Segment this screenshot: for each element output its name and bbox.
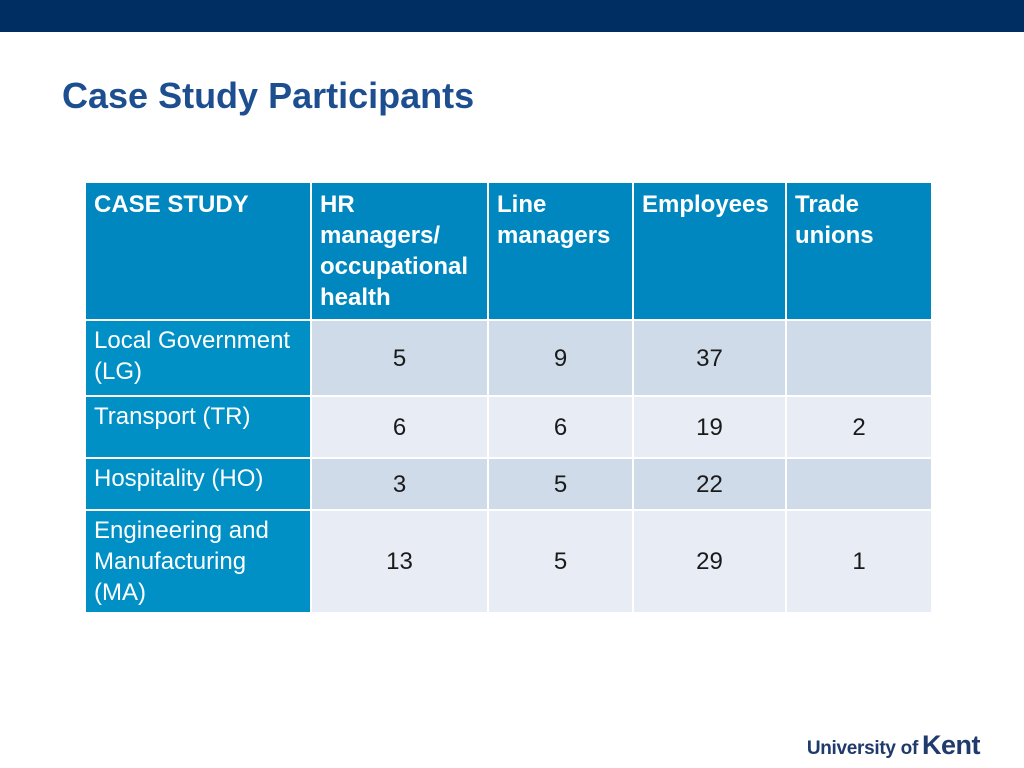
cell-lg-line: 9 <box>487 319 634 397</box>
table-row: Engineering and Manufacturing (MA) 13 5 … <box>84 509 933 614</box>
cell-ho-line: 5 <box>487 457 634 511</box>
cell-lg-hr: 5 <box>310 319 489 397</box>
row-label-ho: Hospitality (HO) <box>84 457 312 511</box>
cell-tr-unions: 2 <box>785 395 933 459</box>
cell-tr-hr: 6 <box>310 395 489 459</box>
cell-ma-line: 5 <box>487 509 634 614</box>
university-logo: University of Kent <box>806 730 981 760</box>
row-label-tr: Transport (TR) <box>84 395 312 459</box>
row-label-ma: Engineering and Manufacturing (MA) <box>84 509 312 614</box>
cell-lg-unions <box>785 319 933 397</box>
cell-ho-unions <box>785 457 933 511</box>
table-header-row: CASE STUDY HR managers/ occupational hea… <box>84 181 933 321</box>
header-employees: Employees <box>632 181 787 321</box>
top-bar <box>0 0 1024 32</box>
cell-ma-employees: 29 <box>632 509 787 614</box>
row-label-lg: Local Government (LG) <box>84 319 312 397</box>
slide-title: Case Study Participants <box>62 75 475 116</box>
table-row: Transport (TR) 6 6 19 2 <box>84 395 933 459</box>
cell-lg-employees: 37 <box>632 319 787 397</box>
header-hr-managers: HR managers/ occupational health <box>310 181 489 321</box>
header-line-managers: Line managers <box>487 181 634 321</box>
table-row: Local Government (LG) 5 9 37 <box>84 319 933 397</box>
logo-name: Kent <box>922 730 981 760</box>
header-trade-unions: Trade unions <box>785 181 933 321</box>
participants-table: CASE STUDY HR managers/ occupational hea… <box>84 181 933 614</box>
logo-prefix: University of <box>806 738 918 759</box>
cell-ma-unions: 1 <box>785 509 933 614</box>
cell-tr-line: 6 <box>487 395 634 459</box>
table-row: Hospitality (HO) 3 5 22 <box>84 457 933 511</box>
cell-tr-employees: 19 <box>632 395 787 459</box>
cell-ma-hr: 13 <box>310 509 489 614</box>
cell-ho-hr: 3 <box>310 457 489 511</box>
header-case-study: CASE STUDY <box>84 181 312 321</box>
cell-ho-employees: 22 <box>632 457 787 511</box>
